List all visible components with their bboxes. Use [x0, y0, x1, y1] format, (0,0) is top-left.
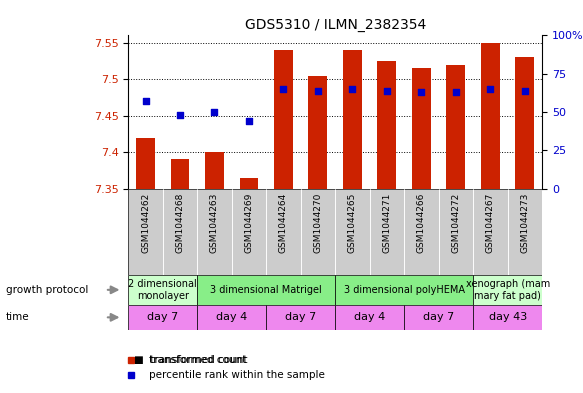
Text: GSM1044271: GSM1044271 [382, 193, 391, 253]
Text: xenograph (mam
mary fat pad): xenograph (mam mary fat pad) [466, 279, 550, 301]
Text: day 4: day 4 [216, 312, 247, 322]
Bar [473, 275, 542, 305]
Text: ■  transformed count: ■ transformed count [134, 354, 248, 365]
Point [486, 86, 495, 92]
Bar [447, 64, 465, 189]
Text: growth protocol: growth protocol [6, 285, 88, 295]
Text: GSM1044267: GSM1044267 [486, 193, 495, 253]
Text: GSM1044264: GSM1044264 [279, 193, 288, 253]
Bar [343, 50, 362, 189]
Text: time: time [6, 312, 30, 322]
Point [244, 118, 254, 124]
Bar [274, 50, 293, 189]
Text: GSM1044272: GSM1044272 [451, 193, 461, 253]
Bar [266, 305, 335, 330]
Bar [136, 138, 155, 189]
Point [348, 86, 357, 92]
Text: day 7: day 7 [423, 312, 454, 322]
Bar [170, 160, 189, 189]
Text: day 7: day 7 [147, 312, 178, 322]
Text: GSM1044266: GSM1044266 [417, 193, 426, 253]
Bar [515, 57, 535, 189]
Point [279, 86, 288, 92]
Bar [197, 275, 335, 305]
Text: transformed count: transformed count [149, 354, 246, 365]
Bar [335, 189, 370, 275]
Bar [128, 275, 197, 305]
Text: GSM1044268: GSM1044268 [175, 193, 184, 253]
Point [141, 98, 150, 105]
Bar [412, 68, 431, 189]
Point [451, 89, 461, 95]
Point [175, 112, 185, 118]
Bar [335, 275, 473, 305]
Point [313, 87, 322, 94]
Bar [197, 305, 266, 330]
Bar [240, 178, 258, 189]
Text: day 4: day 4 [354, 312, 385, 322]
Bar [481, 43, 500, 189]
Bar [473, 305, 542, 330]
Text: 3 dimensional Matrigel: 3 dimensional Matrigel [210, 285, 322, 295]
Bar [335, 305, 404, 330]
Bar [301, 189, 335, 275]
Bar [308, 75, 328, 189]
Text: GSM1044262: GSM1044262 [141, 193, 150, 253]
Point [417, 89, 426, 95]
Bar [473, 189, 508, 275]
Text: percentile rank within the sample: percentile rank within the sample [149, 370, 325, 380]
Text: GSM1044270: GSM1044270 [314, 193, 322, 253]
Bar [404, 305, 473, 330]
Bar [508, 189, 542, 275]
Title: GDS5310 / ILMN_2382354: GDS5310 / ILMN_2382354 [245, 18, 426, 31]
Text: day 7: day 7 [285, 312, 317, 322]
Text: GSM1044273: GSM1044273 [521, 193, 529, 253]
Bar [266, 189, 301, 275]
Text: 2 dimensional
monolayer: 2 dimensional monolayer [128, 279, 197, 301]
Text: GSM1044269: GSM1044269 [244, 193, 254, 253]
Bar [377, 61, 396, 189]
Point [382, 87, 392, 94]
Bar [370, 189, 404, 275]
Bar [128, 189, 163, 275]
Text: day 43: day 43 [489, 312, 527, 322]
Bar [438, 189, 473, 275]
Bar [163, 189, 197, 275]
Bar [232, 189, 266, 275]
Text: GSM1044263: GSM1044263 [210, 193, 219, 253]
Text: GSM1044265: GSM1044265 [348, 193, 357, 253]
Point [210, 109, 219, 115]
Bar [205, 152, 224, 189]
Text: 3 dimensional polyHEMA: 3 dimensional polyHEMA [344, 285, 465, 295]
Bar [197, 189, 232, 275]
Bar [128, 305, 197, 330]
Bar [404, 189, 439, 275]
Point [520, 87, 529, 94]
